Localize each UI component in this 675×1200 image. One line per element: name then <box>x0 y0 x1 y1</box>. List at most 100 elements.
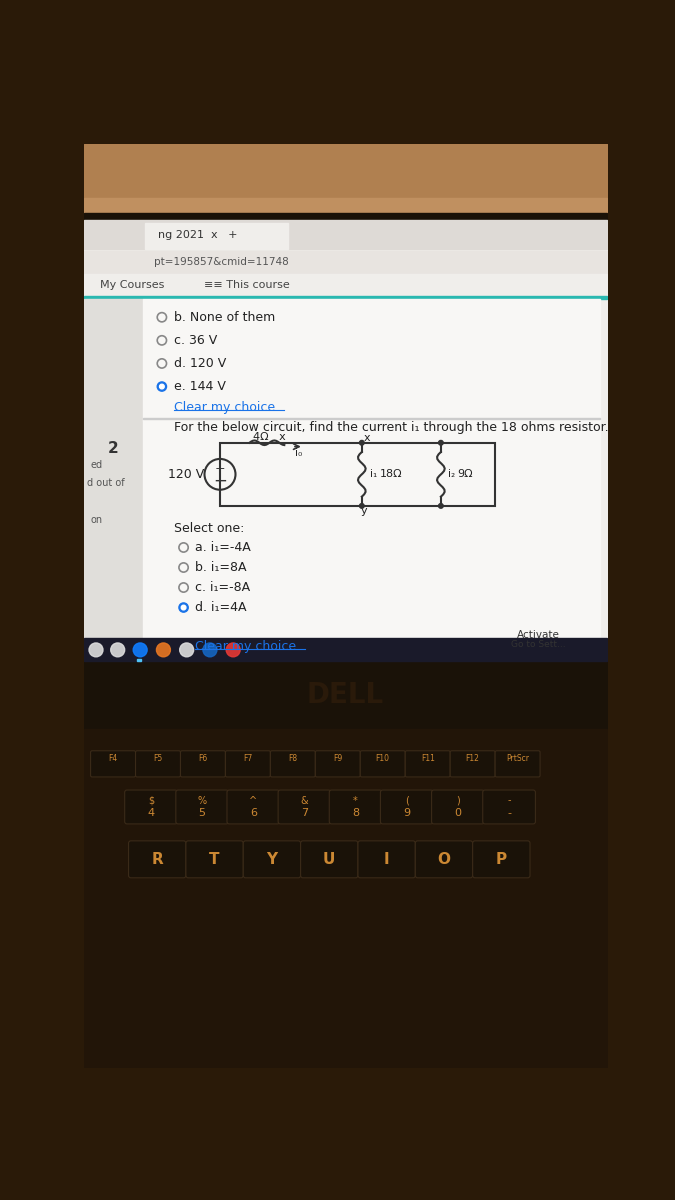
FancyBboxPatch shape <box>405 751 450 776</box>
Text: %: % <box>198 796 207 805</box>
Text: F11: F11 <box>421 755 435 763</box>
Text: i₂: i₂ <box>448 469 455 479</box>
FancyBboxPatch shape <box>495 751 540 776</box>
Text: F5: F5 <box>153 755 163 763</box>
Text: ): ) <box>456 796 460 805</box>
Text: &: & <box>300 796 308 805</box>
FancyBboxPatch shape <box>180 751 225 776</box>
Text: For the below circuit, find the current i₁ through the 18 ohms resistor.: For the below circuit, find the current … <box>173 421 608 434</box>
FancyBboxPatch shape <box>431 790 484 824</box>
Text: 6: 6 <box>250 809 256 818</box>
Text: 9Ω: 9Ω <box>457 469 472 479</box>
Bar <box>137 659 141 661</box>
Text: ^: ^ <box>249 796 257 805</box>
Text: Clear my choice: Clear my choice <box>195 640 296 653</box>
Text: F4: F4 <box>109 755 117 763</box>
Bar <box>84 638 608 661</box>
Circle shape <box>159 384 164 389</box>
Text: My Courses: My Courses <box>100 280 164 290</box>
Circle shape <box>203 643 217 656</box>
Circle shape <box>179 602 188 612</box>
Text: x: x <box>363 433 370 443</box>
Text: *: * <box>353 796 358 805</box>
Text: 18Ω: 18Ω <box>379 469 402 479</box>
FancyBboxPatch shape <box>125 790 178 824</box>
Bar <box>84 221 608 250</box>
FancyBboxPatch shape <box>300 841 358 878</box>
Circle shape <box>157 382 167 391</box>
Text: pt=195857&cmid=11748: pt=195857&cmid=11748 <box>154 257 289 266</box>
Text: c. i₁=-8A: c. i₁=-8A <box>195 581 250 594</box>
Text: F8: F8 <box>288 755 298 763</box>
Text: 9: 9 <box>403 809 410 818</box>
Circle shape <box>439 504 443 509</box>
Circle shape <box>157 643 170 656</box>
FancyBboxPatch shape <box>483 790 535 824</box>
Text: y: y <box>361 505 368 516</box>
Bar <box>84 295 608 299</box>
Text: c. 36 V: c. 36 V <box>173 334 217 347</box>
Text: U: U <box>323 852 335 866</box>
Bar <box>84 299 142 660</box>
Text: Y: Y <box>267 852 277 866</box>
FancyBboxPatch shape <box>176 790 229 824</box>
Bar <box>84 221 608 660</box>
Text: ed: ed <box>90 460 103 470</box>
Text: F10: F10 <box>376 755 389 763</box>
Bar <box>84 251 608 272</box>
Circle shape <box>226 643 240 656</box>
Text: P: P <box>495 852 507 866</box>
Text: R: R <box>151 852 163 866</box>
Bar <box>84 661 608 1068</box>
Text: on: on <box>90 515 103 524</box>
Circle shape <box>360 440 364 445</box>
Bar <box>84 299 608 660</box>
Circle shape <box>180 643 194 656</box>
Bar <box>84 661 608 730</box>
Text: 8: 8 <box>352 809 359 818</box>
Text: d. 120 V: d. 120 V <box>173 356 225 370</box>
Text: Select one:: Select one: <box>173 522 244 535</box>
Text: 7: 7 <box>301 809 308 818</box>
Text: F12: F12 <box>466 755 479 763</box>
Bar <box>84 214 608 221</box>
FancyBboxPatch shape <box>472 841 530 878</box>
FancyBboxPatch shape <box>90 751 136 776</box>
FancyBboxPatch shape <box>360 751 405 776</box>
FancyBboxPatch shape <box>225 751 271 776</box>
Bar <box>220 443 495 506</box>
Circle shape <box>182 605 186 610</box>
Text: 4: 4 <box>147 809 155 818</box>
FancyBboxPatch shape <box>329 790 382 824</box>
FancyBboxPatch shape <box>315 751 360 776</box>
Text: ng 2021  x   +: ng 2021 x + <box>158 230 238 240</box>
Text: b. i₁=8A: b. i₁=8A <box>195 560 246 574</box>
Text: 0: 0 <box>454 809 462 818</box>
Text: DELL: DELL <box>307 682 384 709</box>
FancyBboxPatch shape <box>136 751 180 776</box>
Text: F6: F6 <box>198 755 208 763</box>
Text: (: ( <box>405 796 408 805</box>
Text: 120 V: 120 V <box>168 468 205 481</box>
Text: 5: 5 <box>198 809 206 818</box>
Bar <box>142 420 600 660</box>
Text: O: O <box>437 852 450 866</box>
FancyBboxPatch shape <box>271 751 315 776</box>
Text: 4Ω   x: 4Ω x <box>253 432 286 442</box>
Bar <box>84 274 608 295</box>
Text: F9: F9 <box>333 755 342 763</box>
Text: $: $ <box>148 796 154 805</box>
Circle shape <box>111 643 125 656</box>
FancyBboxPatch shape <box>358 841 415 878</box>
Text: e. 144 V: e. 144 V <box>173 380 225 394</box>
Text: ≡≡ This course: ≡≡ This course <box>205 280 290 290</box>
Text: Activate: Activate <box>517 630 560 641</box>
Text: -: - <box>507 809 511 818</box>
Text: a. i₁=-4A: a. i₁=-4A <box>195 541 251 554</box>
Bar <box>84 144 608 198</box>
Text: 2: 2 <box>107 440 118 456</box>
Bar <box>84 198 608 215</box>
Text: -: - <box>508 796 511 805</box>
FancyBboxPatch shape <box>227 790 279 824</box>
FancyBboxPatch shape <box>415 841 472 878</box>
